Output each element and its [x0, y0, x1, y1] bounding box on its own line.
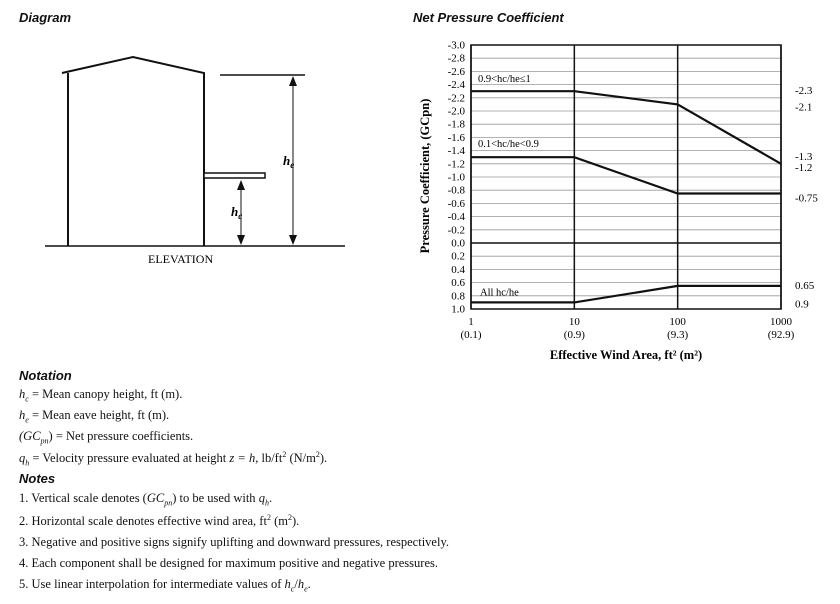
right-value-label: -1.3 — [795, 151, 813, 163]
right-value-label: -2.1 — [795, 101, 812, 113]
notation-heading: Notation — [19, 368, 72, 383]
y-tick-label: -2.2 — [448, 92, 465, 104]
y-tick-label: 0.4 — [451, 264, 465, 276]
x-axis-label: Effective Wind Area, ft² (m²) — [550, 348, 702, 362]
x-tick-label: 10 — [569, 316, 581, 328]
series-line-2 — [471, 156, 781, 195]
hc-arrow-bottom — [237, 235, 245, 245]
x-tick-sublabel: (9.3) — [667, 329, 688, 341]
y-tick-label: -1.0 — [448, 172, 466, 184]
note-2: 2. Horizontal scale denotes effective wi… — [19, 513, 300, 529]
notation-qh: qh = Velocity pressure evaluated at heig… — [19, 450, 328, 468]
y-tick-label: 1.0 — [451, 304, 465, 316]
y-tick-label: -1.6 — [448, 132, 466, 144]
note-5: 5. Use linear interpolation for intermed… — [19, 577, 311, 594]
y-tick-label: -0.4 — [448, 211, 466, 223]
y-tick-label: 0.2 — [451, 251, 465, 263]
x-tick-label: 100 — [669, 316, 686, 328]
notes-heading: Notes — [19, 471, 56, 486]
series-label-2: 0.1<hc/he<0.9 — [478, 139, 539, 150]
y-tick-label: -2.0 — [448, 106, 466, 118]
right-value-label: 0.9 — [795, 298, 809, 310]
right-value-label: -0.75 — [795, 193, 818, 205]
series-label-1: 0.9<hc/he≤1 — [478, 74, 531, 85]
y-tick-label: -0.8 — [448, 185, 466, 197]
x-tick-label: 1 — [468, 316, 474, 328]
chart-heading: Net Pressure Coefficient — [413, 10, 564, 25]
hc-arrow-top — [237, 180, 245, 190]
right-value-label: -2.3 — [795, 85, 813, 97]
series-line-3 — [471, 284, 781, 304]
y-tick-label: -1.4 — [448, 145, 466, 157]
elevation-label: ELEVATION — [148, 252, 213, 266]
y-tick-label: -2.6 — [448, 66, 466, 78]
y-tick-label: -0.2 — [448, 224, 465, 236]
he-label: he — [283, 153, 294, 170]
y-tick-label: -2.8 — [448, 53, 466, 65]
x-tick-sublabel: (0.1) — [460, 329, 481, 341]
diagram-heading: Diagram — [19, 10, 72, 25]
y-tick-label: -3.0 — [448, 40, 466, 52]
hc-label: hc — [231, 204, 242, 221]
he-arrow-bottom — [289, 235, 297, 245]
y-tick-label: -2.4 — [448, 79, 466, 91]
note-1: 1. Vertical scale denotes (GCpn) to be u… — [19, 491, 273, 508]
elevation-diagram: he hc ELEVATION — [45, 55, 345, 266]
right-value-label: -1.2 — [795, 162, 812, 174]
notation-hc: hc = Mean canopy height, ft (m). — [19, 387, 183, 404]
y-tick-label: 0.0 — [451, 238, 465, 250]
building-outline — [61, 55, 205, 246]
notation-he: he = Mean eave height, ft (m). — [19, 408, 170, 425]
x-tick-sublabel: (0.9) — [564, 329, 585, 341]
y-tick-label: -0.6 — [448, 198, 466, 210]
x-tick-label: 1000 — [770, 316, 793, 328]
y-tick-label: -1.8 — [448, 119, 466, 131]
y-axis-label: Pressure Coefficient, (GCpn) — [418, 99, 432, 254]
x-tick-sublabel: (92.9) — [768, 329, 795, 341]
y-tick-label: 0.6 — [451, 277, 465, 289]
note-4: 4. Each component shall be designed for … — [19, 556, 438, 570]
he-arrow-top — [289, 76, 297, 86]
right-value-label: 0.65 — [795, 280, 815, 292]
series-label-3: All hc/he — [480, 287, 519, 298]
y-tick-label: 0.8 — [451, 290, 465, 302]
series-line-1 — [471, 90, 782, 165]
notation-gcpn: (GCpn) = Net pressure coefficients. — [19, 429, 194, 446]
note-3: 3. Negative and positive signs signify u… — [19, 535, 450, 549]
plot-frame — [470, 44, 782, 310]
canopy — [203, 172, 266, 179]
y-tick-label: -1.2 — [448, 158, 465, 170]
